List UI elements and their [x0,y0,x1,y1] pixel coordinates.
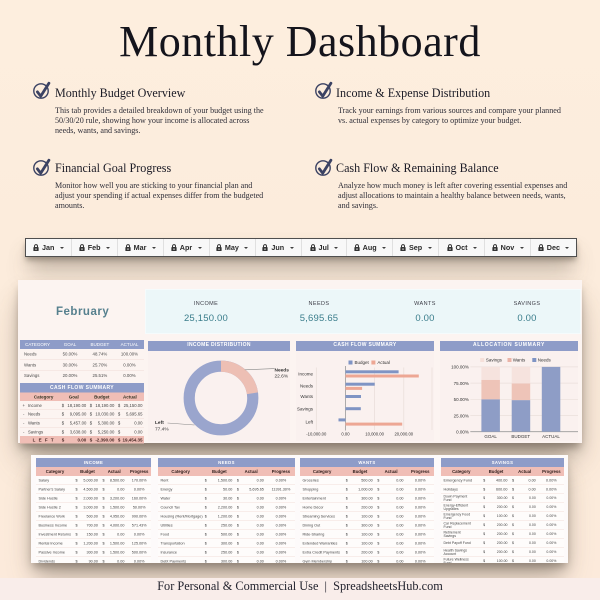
svg-text:100.00%: 100.00% [451,364,469,369]
svg-text:20,000.00: 20,000.00 [394,431,413,436]
svg-text:Savings: Savings [297,406,314,411]
svg-text:Income: Income [298,371,313,376]
svg-text:50.00%: 50.00% [454,397,469,402]
svg-text:Needs: Needs [538,357,552,362]
svg-text:Savings: Savings [486,357,503,362]
svg-text:Left: Left [155,419,164,425]
svg-text:Left: Left [305,419,313,424]
svg-text:75.00%: 75.00% [454,380,469,385]
svg-text:22.6%: 22.6% [275,373,289,379]
svg-text:Wants: Wants [300,394,313,399]
svg-text:10,000.00: 10,000.00 [365,431,384,436]
svg-text:ACTUAL: ACTUAL [542,434,560,439]
svg-text:Wants: Wants [513,357,526,362]
svg-text:Actual: Actual [377,360,390,365]
svg-text:BUDGET: BUDGET [511,434,530,439]
svg-text:0.00: 0.00 [341,431,350,436]
svg-text:25.00%: 25.00% [454,413,469,418]
svg-text:Budget: Budget [355,360,370,365]
svg-text:0.00%: 0.00% [456,429,469,434]
svg-text:Needs: Needs [300,383,314,388]
svg-text:Needs: Needs [275,367,290,373]
svg-text:77.4%: 77.4% [155,426,169,432]
svg-text:GOAL: GOAL [484,434,497,439]
svg-text:-10,000.00: -10,000.00 [306,431,327,436]
